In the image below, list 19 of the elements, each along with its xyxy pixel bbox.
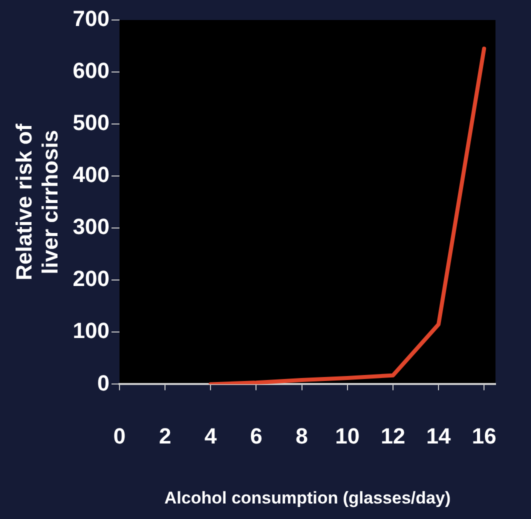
- x-tick-label: 14: [426, 423, 452, 448]
- y-tick-label: 300: [72, 214, 110, 240]
- y-tick-label: 100: [72, 318, 110, 344]
- y-tick-label: 500: [72, 110, 110, 136]
- y-axis-title: Relative risk of liver cirrhosis: [11, 123, 63, 280]
- x-axis-title: Alcohol consumption (glasses/day): [164, 488, 451, 508]
- x-tick-label: 8: [296, 423, 308, 448]
- y-tick-label: 600: [72, 58, 110, 84]
- x-tick-label: 6: [250, 423, 262, 448]
- y-tick-label: 400: [72, 162, 110, 188]
- y-tick-label: 700: [72, 6, 110, 32]
- x-tick-label: 4: [204, 423, 218, 448]
- y-tick-label: 0: [97, 370, 110, 396]
- y-tick-label: 200: [72, 266, 110, 292]
- x-tick-label: 12: [380, 423, 406, 448]
- x-tick-label: 10: [335, 423, 360, 448]
- x-tick-label: 0: [113, 423, 126, 448]
- x-tick-label: 2: [158, 423, 172, 448]
- x-tick-label: 16: [472, 423, 496, 448]
